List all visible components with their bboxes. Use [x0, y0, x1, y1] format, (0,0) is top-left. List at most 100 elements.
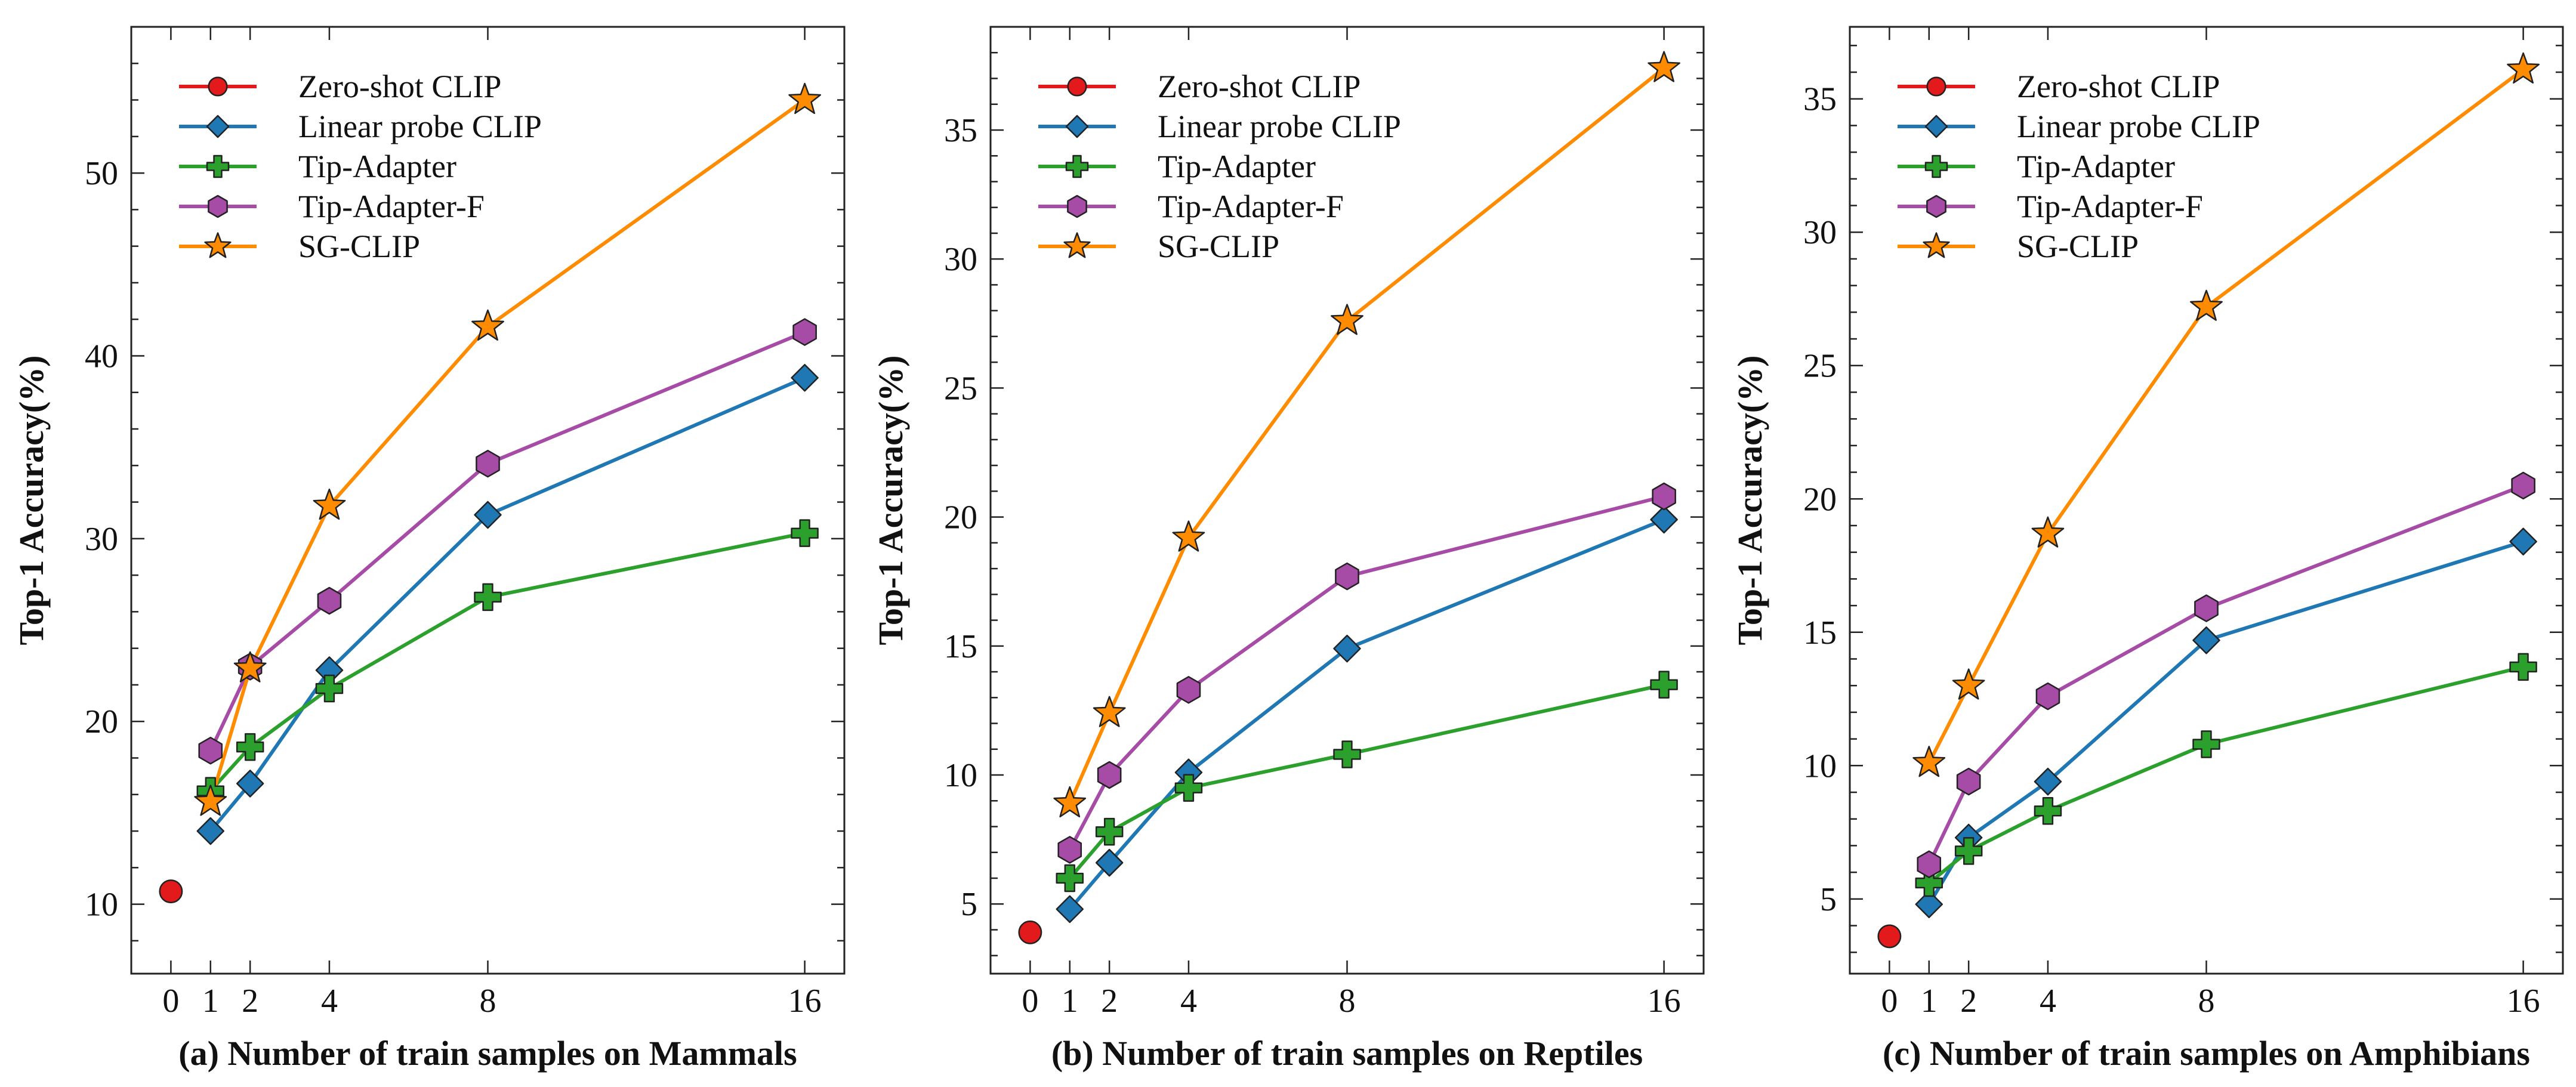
panel-a: 10 20 30 40 50 0 1 2 4 8 16 (a) Number of train sam… — [12, 26, 846, 1073]
data-point-linear-probe-clip — [1915, 890, 1943, 919]
x-tick-label: 1 — [1062, 983, 1078, 1020]
legend-marker-linear-probe-clip — [206, 115, 230, 138]
y-tick-label: 30 — [1803, 214, 1837, 251]
legend-marker-tip-adapter-f — [208, 194, 228, 218]
series-line-tip-adapter-f — [1068, 495, 1665, 851]
data-point-sg-clip — [1648, 51, 1681, 82]
data-point-linear-probe-clip — [1056, 895, 1084, 924]
data-point-zero-shot-clip — [159, 879, 183, 904]
legend-label-tip-adapter: Tip-Adapter — [298, 149, 456, 184]
data-point-linear-probe-clip — [791, 363, 819, 392]
data-point-zero-shot-clip — [1877, 924, 1902, 949]
y-tick-label: 25 — [944, 370, 977, 407]
legend-marker-tip-adapter-f — [1067, 194, 1087, 218]
data-point-linear-probe-clip — [236, 770, 264, 798]
x-tick-label: 1 — [1921, 983, 1938, 1020]
data-point-tip-adapter — [474, 583, 502, 612]
data-point-tip-adapter-f — [1335, 562, 1359, 591]
y-axis-title: Top-1 Accuracy(%) — [12, 356, 51, 646]
legend-label-tip-adapter-f: Tip-Adapter-F — [1158, 189, 1344, 224]
legend-label-sg-clip: SG-CLIP — [1158, 228, 1279, 264]
y-tick-label: 30 — [944, 241, 977, 278]
panel-b: 5 10 15 20 25 30 35 0 1 2 4 8 16(b) Number of train … — [871, 26, 1705, 1073]
x-tick-label: 16 — [2507, 983, 2540, 1020]
data-point-linear-probe-clip — [474, 501, 502, 529]
x-tick-label: 1 — [202, 983, 219, 1020]
legend-marker-sg-clip — [204, 232, 232, 258]
data-point-tip-adapter — [2509, 653, 2537, 681]
series-line-linear-probe-clip — [1927, 539, 2524, 906]
data-point-linear-probe-clip — [2192, 626, 2220, 654]
plot-frame — [130, 26, 846, 975]
data-point-sg-clip — [1912, 746, 1946, 777]
data-point-sg-clip — [1331, 304, 1363, 335]
x-axis-title: (a) Number of train samples on Mammals — [178, 1034, 797, 1073]
legend-label-zero-shot-clip: Zero-shot CLIP — [1158, 69, 1361, 104]
y-tick-label: 50 — [85, 155, 118, 192]
data-point-tip-adapter — [2034, 797, 2062, 825]
data-point-tip-adapter — [236, 733, 264, 761]
y-tick-label: 20 — [1803, 481, 1837, 518]
data-point-tip-adapter-f — [2194, 594, 2219, 622]
y-tick-label: 40 — [85, 338, 118, 375]
panel-c: 5 10 15 20 25 30 35 0 1 2 4 8 16 (c) Number of train … — [1730, 26, 2564, 1073]
x-tick-label: 0 — [1022, 983, 1038, 1020]
x-tick-label: 2 — [1101, 983, 1118, 1020]
legend-label-sg-clip: SG-CLIP — [2017, 228, 2139, 264]
y-tick-label: 10 — [85, 887, 118, 924]
y-tick-label: 35 — [944, 112, 977, 149]
data-point-tip-adapter — [1056, 864, 1084, 893]
legend-marker-zero-shot-clip — [1067, 76, 1087, 97]
x-tick-label: 8 — [2198, 983, 2215, 1020]
data-point-tip-adapter-f — [2035, 682, 2060, 711]
legend-marker-linear-probe-clip — [1924, 115, 1948, 138]
y-tick-label: 25 — [1803, 348, 1837, 385]
data-point-sg-clip — [313, 488, 346, 520]
data-point-linear-probe-clip — [1333, 634, 1361, 663]
y-axis-title: Top-1 Accuracy(%) — [1730, 356, 1769, 646]
data-point-tip-adapter-f — [198, 736, 223, 765]
x-tick-label: 4 — [1180, 983, 1197, 1020]
y-tick-label: 15 — [1803, 614, 1837, 651]
y-tick-label: 10 — [1803, 748, 1837, 785]
data-point-tip-adapter — [1333, 740, 1361, 768]
series-line-linear-probe-clip — [209, 376, 806, 832]
data-point-linear-probe-clip — [2034, 767, 2062, 796]
y-tick-label: 10 — [944, 757, 977, 794]
legend-marker-sg-clip — [1923, 232, 1950, 258]
y-tick-label: 5 — [1820, 881, 1837, 918]
data-point-sg-clip — [2507, 52, 2540, 84]
data-point-linear-probe-clip — [196, 817, 225, 845]
plot-frame — [1849, 26, 2564, 975]
legend-label-sg-clip: SG-CLIP — [298, 228, 420, 264]
x-tick-label: 16 — [788, 983, 822, 1020]
data-point-zero-shot-clip — [1018, 920, 1042, 944]
data-point-tip-adapter — [1095, 817, 1124, 846]
x-tick-label: 4 — [2040, 983, 2056, 1020]
x-tick-label: 2 — [242, 983, 258, 1020]
series-line-tip-adapter-f — [1927, 484, 2524, 865]
y-tick-label: 20 — [944, 499, 977, 536]
data-point-tip-adapter-f — [1176, 676, 1201, 704]
x-axis-title: (c) Number of train samples on Amphibian… — [1883, 1034, 2530, 1073]
data-point-tip-adapter-f — [1057, 836, 1082, 864]
data-point-sg-clip — [2190, 289, 2223, 321]
data-point-tip-adapter — [1954, 837, 1983, 865]
data-point-linear-probe-clip — [1650, 505, 1678, 534]
legend-label-linear-probe-clip: Linear probe CLIP — [1158, 109, 1401, 144]
y-axis-title: Top-1 Accuracy(%) — [871, 356, 910, 646]
legend-label-tip-adapter-f: Tip-Adapter-F — [2017, 189, 2203, 224]
data-point-sg-clip — [233, 651, 267, 683]
data-point-sg-clip — [194, 785, 227, 816]
legend-marker-tip-adapter — [206, 155, 230, 178]
data-point-tip-adapter — [1915, 869, 1943, 897]
series-line-tip-adapter-f — [209, 330, 806, 752]
legend-marker-zero-shot-clip — [208, 76, 228, 97]
x-tick-label: 8 — [480, 983, 496, 1020]
legend-marker-sg-clip — [1063, 232, 1091, 258]
x-tick-label: 0 — [1881, 983, 1898, 1020]
data-point-sg-clip — [1093, 696, 1126, 727]
data-point-tip-adapter-f — [1917, 850, 1942, 878]
data-point-tip-adapter — [315, 674, 344, 703]
